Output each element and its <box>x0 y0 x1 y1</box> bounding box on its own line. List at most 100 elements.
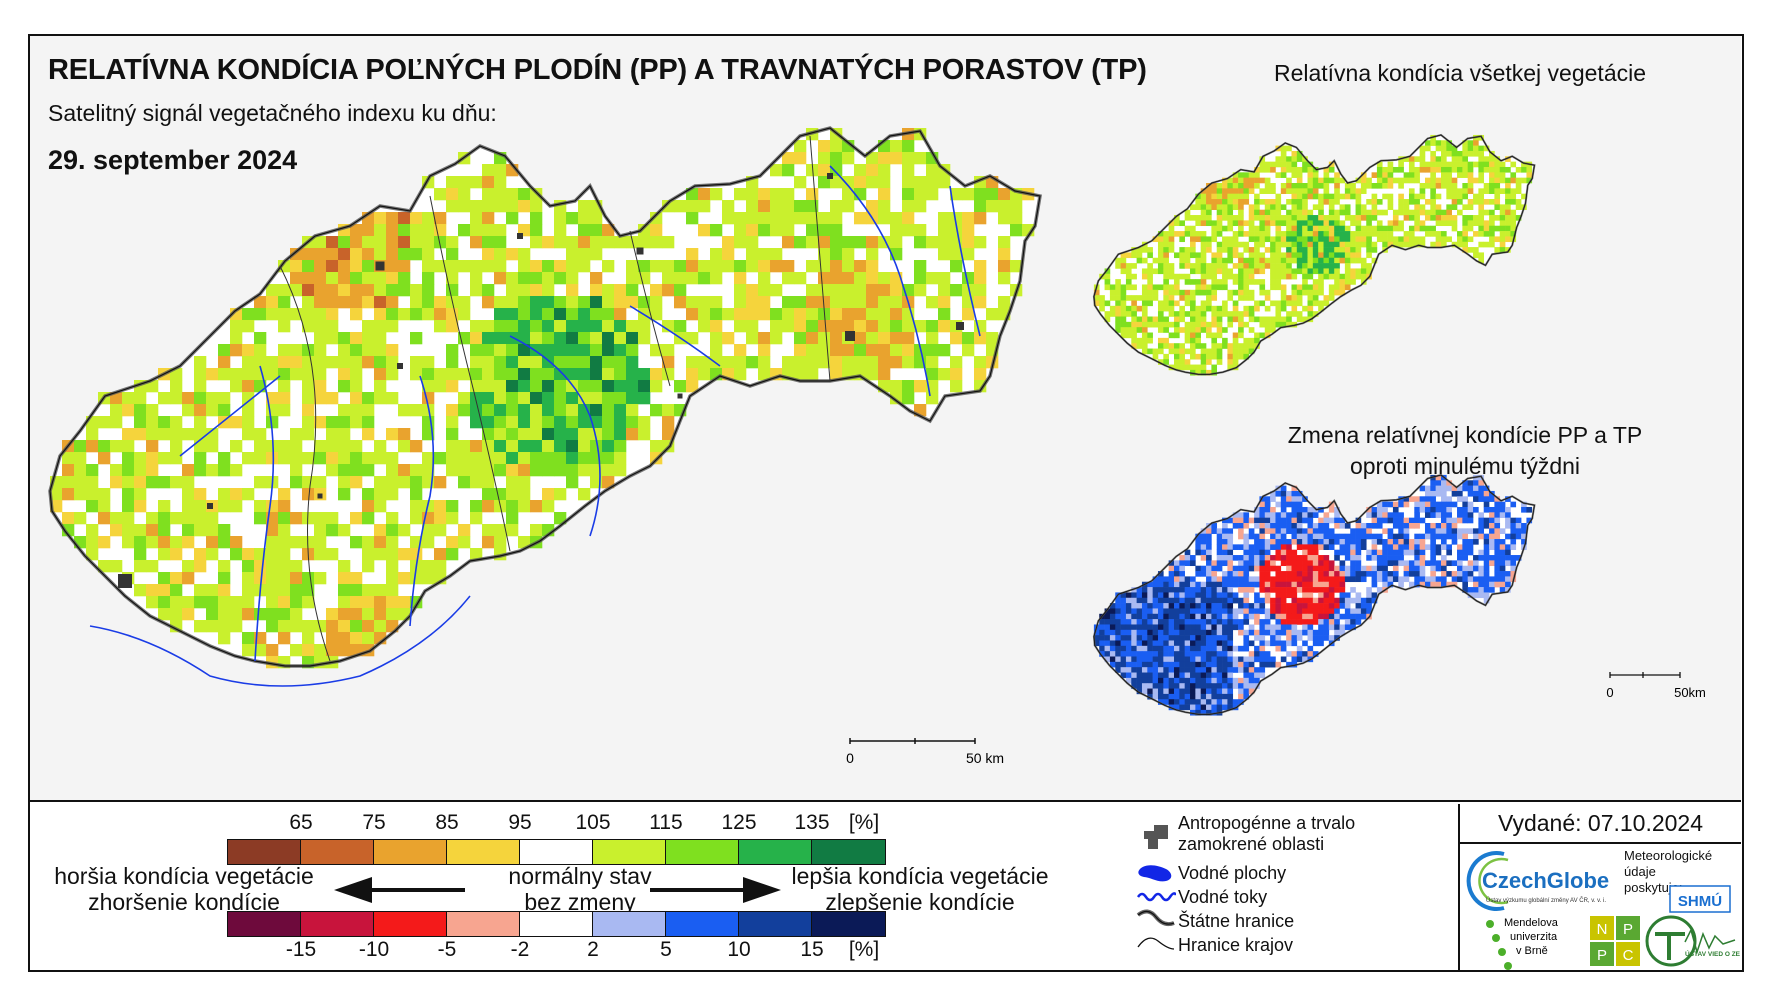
partner-logos: CzechGlobe Ústav výzkumu globální změny … <box>1458 844 1741 971</box>
met-label-1: Meteorologické <box>1624 848 1713 863</box>
change-color-swatch <box>739 912 812 936</box>
urban-area-icon <box>1144 825 1168 849</box>
condition-color-swatch <box>739 840 812 864</box>
map-date: 29. september 2024 <box>48 145 298 175</box>
change-tick: -15 <box>285 938 317 961</box>
change-color-swatch <box>666 912 739 936</box>
key-region-border: Hranice krajov <box>1178 935 1294 955</box>
map-panel: RELATÍVNA KONDÍCIA POĽNÝCH PLODÍN (PP) A… <box>30 36 1741 802</box>
condition-color-swatch <box>301 840 374 864</box>
czechglobe-subtext: Ústav výzkumu globální změny AV ČR, v. v… <box>1486 897 1606 904</box>
met-label-2: údaje <box>1624 864 1656 879</box>
change-color-swatch <box>301 912 374 936</box>
rivers <box>89 165 981 687</box>
region-border-icon <box>1137 937 1175 950</box>
inset-bottom-pixels <box>1093 474 1533 716</box>
change-color-swatch <box>374 912 447 936</box>
inset-scale-zero: 0 <box>1606 685 1613 700</box>
inset-scale-bar: 0 50km <box>1606 672 1706 700</box>
urban-areas <box>118 173 964 588</box>
arrow-right-icon <box>650 877 781 903</box>
shmu-logo: SHMÚ <box>1669 885 1731 913</box>
main-scale-bar: 0 50 km <box>846 738 1004 766</box>
water-area-icon <box>1138 865 1172 882</box>
main-condition-map <box>48 126 1536 716</box>
inset-bottom-title-line2: oproti minulému týždni <box>1349 453 1581 479</box>
change-color-swatch <box>593 912 666 936</box>
worse-label-2: zhoršenie kondície <box>88 889 280 915</box>
inset-scale-end: 50km <box>1674 685 1706 700</box>
key-urban-1: Antropogénne a trvalo <box>1178 813 1356 833</box>
cond-tick: 105 <box>575 811 611 834</box>
mendel-text-3: v Brně <box>1516 945 1548 957</box>
cond-tick: 135 <box>794 811 830 834</box>
state-border-icon <box>1136 909 1175 927</box>
change-tick: -10 <box>358 938 390 961</box>
nppc-p2: P <box>1597 947 1607 964</box>
key-urban-2: zamokrené oblasti <box>1178 834 1325 854</box>
scale-end: 50 km <box>966 750 1004 766</box>
scale-zero: 0 <box>846 750 854 766</box>
change-colorbar <box>227 911 886 937</box>
shmu-text: SHMÚ <box>1678 892 1722 910</box>
worse-label-1: horšia kondícia vegetácie <box>54 863 314 889</box>
nppc-c: C <box>1623 947 1634 964</box>
nppc-p1: P <box>1623 921 1633 938</box>
czechglobe-text: CzechGlobe <box>1482 868 1609 893</box>
issued-date: Vydané: 07.10.2024 <box>1458 804 1741 844</box>
mendel-text-2: univerzita <box>1510 931 1558 943</box>
arrow-left-icon <box>334 877 465 903</box>
legend-panel: 65 75 85 95 105 115 125 135 [%] horšia k… <box>30 803 1741 971</box>
key-water-areas: Vodné plochy <box>1178 863 1287 883</box>
met-label: Meteorologické údaje poskytuje: <box>1624 848 1712 896</box>
condition-color-swatch <box>228 840 301 864</box>
change-tick: 2 <box>587 938 599 961</box>
better-label: lepšia kondícia vegetácie zlepšenie kond… <box>780 863 1060 915</box>
condition-color-swatch <box>374 840 447 864</box>
condition-color-swatch <box>812 840 885 864</box>
normal-label: normálny stav bez zmeny <box>470 863 690 915</box>
cond-tick: 65 <box>289 811 313 834</box>
cond-tick: 115 <box>649 811 683 834</box>
change-color-swatch <box>520 912 593 936</box>
inset-bottom-title: Zmena relatívnej kondície PP a TP oproti… <box>1255 420 1675 482</box>
cond-tick: 85 <box>435 811 459 834</box>
condition-color-swatch <box>666 840 739 864</box>
met-label-3: poskytuje: <box>1624 880 1683 895</box>
nppc-logo: N P P C <box>1590 916 1640 966</box>
map-frame: RELATÍVNA KONDÍCIA POĽNÝCH PLODÍN (PP) A… <box>28 34 1744 972</box>
worse-label: horšia kondícia vegetácie zhoršenie kond… <box>44 863 324 915</box>
mendel-text-1: Mendelova <box>1504 917 1559 929</box>
region-borders <box>279 135 831 662</box>
condition-pixels <box>50 128 1035 669</box>
change-unit: [%] <box>848 938 880 961</box>
uvz-logo: ÚSTAV VIED O ZEMI <box>1645 915 1740 967</box>
key-urban: Antropogénne a trvalo zamokrené oblasti <box>1178 813 1355 855</box>
change-tick: -5 <box>437 938 457 961</box>
inset-bottom-title-line1: Zmena relatívnej kondície PP a TP <box>1287 422 1643 448</box>
key-state-border: Štátne hranice <box>1178 911 1295 931</box>
change-tick: -2 <box>510 938 530 961</box>
map-subtitle: Satelitný signál vegetačného indexu ku d… <box>48 100 497 126</box>
inset-top-title: Relatívna kondícia všetkej vegetácie <box>1273 60 1647 86</box>
key-rivers: Vodné toky <box>1178 887 1268 907</box>
cond-unit: [%] <box>848 811 880 834</box>
change-tick: 10 <box>727 938 751 961</box>
cond-tick: 95 <box>508 811 532 834</box>
change-tick: 5 <box>660 938 672 961</box>
change-color-swatch <box>447 912 520 936</box>
map-title: RELATÍVNA KONDÍCIA POĽNÝCH PLODÍN (PP) A… <box>48 54 1147 86</box>
river-icon <box>1136 892 1176 902</box>
condition-colorbar <box>227 839 886 865</box>
cond-tick: 125 <box>721 811 757 834</box>
condition-color-swatch <box>520 840 593 864</box>
nppc-n: N <box>1597 921 1608 938</box>
condition-color-swatch <box>593 840 666 864</box>
change-color-swatch <box>228 912 301 936</box>
better-label-2: zlepšenie kondície <box>825 889 1015 915</box>
uvz-text: ÚSTAV VIED O ZEMI <box>1685 949 1740 958</box>
inset-top-pixels <box>1093 134 1533 376</box>
better-label-1: lepšia kondícia vegetácie <box>791 863 1049 889</box>
change-color-swatch <box>812 912 885 936</box>
mendel-logo: Mendelova univerzita v Brně <box>1486 917 1559 970</box>
